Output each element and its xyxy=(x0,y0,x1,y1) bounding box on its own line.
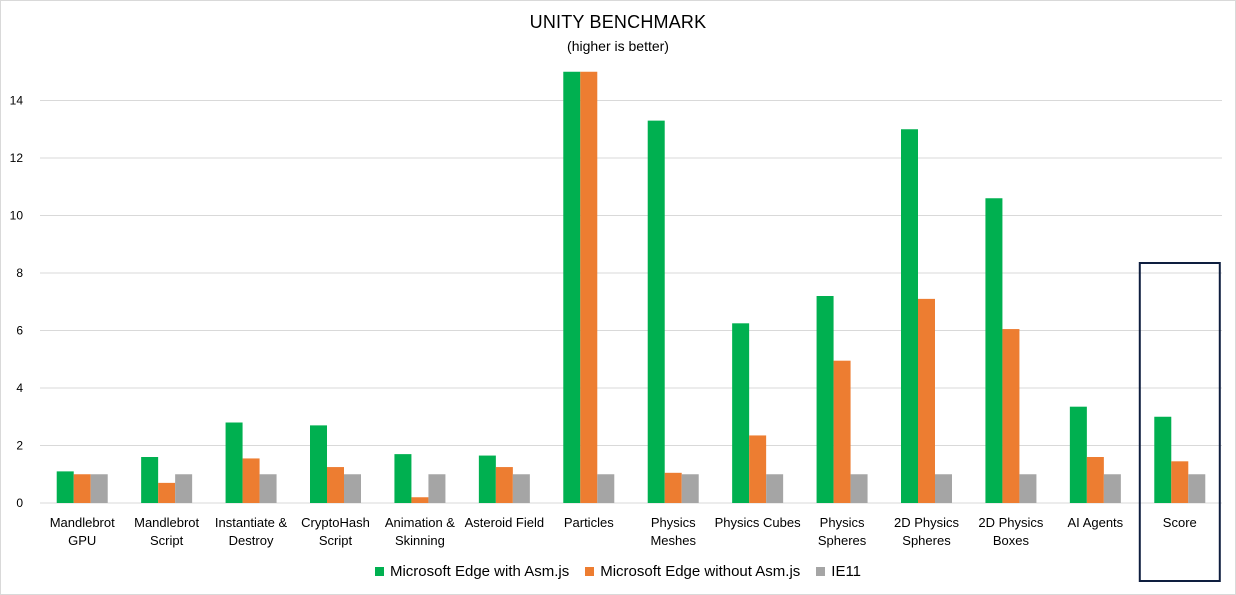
legend-label: Microsoft Edge with Asm.js xyxy=(389,563,570,580)
bar-ie11 xyxy=(512,474,530,503)
y-tick-label: 0 xyxy=(16,496,23,510)
bar-ie11 xyxy=(259,474,277,503)
y-tick-label: 12 xyxy=(10,151,24,165)
bar-edge-asmjs xyxy=(478,455,496,503)
bar-ie11 xyxy=(597,474,615,503)
legend-swatch xyxy=(374,567,384,576)
gridlines xyxy=(40,100,1222,504)
bar-edge-no-asmjs xyxy=(1171,461,1189,503)
legend-item: IE11 xyxy=(816,563,861,580)
bar-edge-no-asmjs xyxy=(833,360,851,503)
bar-edge-no-asmjs xyxy=(918,298,935,503)
legend-item: Microsoft Edge without Asm.js xyxy=(585,563,800,580)
legend-label: Microsoft Edge without Asm.js xyxy=(600,563,801,580)
x-tick-label: Physics Cubes xyxy=(715,515,801,530)
chart-subtitle: (higher is better) xyxy=(567,38,669,54)
x-tick-label: Mandlebrot GPU xyxy=(50,515,115,548)
bar-edge-no-asmjs xyxy=(158,482,176,503)
bar-ie11 xyxy=(935,474,952,503)
bar-ie11 xyxy=(850,474,868,503)
bar-edge-no-asmjs xyxy=(73,474,91,503)
x-tick-label: Mandlebrot Script xyxy=(134,515,199,548)
bar-edge-asmjs xyxy=(141,457,159,503)
x-tick-label: AI Agents xyxy=(1068,515,1124,530)
y-axis: 0 2 4 6 8 10 12 14 xyxy=(10,94,24,511)
bar-ie11 xyxy=(1188,474,1206,503)
legend: Microsoft Edge with Asm.js Microsoft Edge… xyxy=(0,563,1236,580)
x-tick-label: Particles xyxy=(564,515,614,530)
bar-edge-asmjs xyxy=(901,129,918,503)
bar-edge-no-asmjs xyxy=(749,435,767,503)
x-tick-label: 2D Physics Boxes xyxy=(978,515,1044,548)
x-tick-label: Physics Meshes xyxy=(650,515,696,548)
bar-edge-asmjs xyxy=(56,471,74,503)
y-tick-label: 6 xyxy=(16,324,23,338)
bar-edge-asmjs xyxy=(563,71,581,503)
bar-edge-no-asmjs xyxy=(242,458,260,503)
x-tick-label: 2D Physics Spheres xyxy=(894,515,960,548)
bar-edge-asmjs xyxy=(225,422,243,503)
x-tick-label: CryptoHash Script xyxy=(301,515,370,548)
legend-label: IE11 xyxy=(831,563,862,580)
bar-edge-no-asmjs xyxy=(1002,329,1020,503)
bar-edge-no-asmjs xyxy=(664,472,682,503)
x-tick-label: Asteroid Field xyxy=(465,515,544,530)
x-tick-label: Instantiate & Destroy xyxy=(215,515,288,548)
bars xyxy=(56,71,1206,503)
bar-ie11 xyxy=(1103,474,1121,503)
bar-edge-asmjs xyxy=(394,454,412,503)
bar-edge-asmjs xyxy=(310,425,327,503)
bar-edge-no-asmjs xyxy=(1086,457,1104,503)
y-tick-label: 14 xyxy=(10,94,24,108)
legend-swatch xyxy=(585,567,595,576)
y-tick-label: 4 xyxy=(16,381,23,395)
chart-title: UNITY BENCHMARK xyxy=(529,12,707,32)
x-tick-label: Score xyxy=(1163,515,1197,530)
bar-ie11 xyxy=(1019,474,1037,503)
score-highlight-box xyxy=(1138,262,1221,582)
legend-item: Microsoft Edge with Asm.js xyxy=(374,563,570,580)
bar-ie11 xyxy=(681,474,699,503)
x-tick-label: Physics Spheres xyxy=(818,515,867,548)
bar-edge-asmjs xyxy=(816,296,834,503)
y-tick-label: 10 xyxy=(10,209,24,223)
y-tick-label: 8 xyxy=(16,266,23,280)
bar-edge-asmjs xyxy=(1069,406,1087,503)
bar-ie11 xyxy=(428,474,446,503)
bar-edge-no-asmjs xyxy=(327,467,344,503)
bar-edge-no-asmjs xyxy=(495,467,513,503)
x-tick-label: Animation & Skinning xyxy=(385,515,455,548)
x-axis: Mandlebrot GPU Mandlebrot Script Instantiate… xyxy=(50,515,1197,548)
y-tick-label: 2 xyxy=(16,439,23,453)
bar-edge-asmjs xyxy=(1154,416,1172,503)
bar-ie11 xyxy=(175,474,193,503)
bar-ie11 xyxy=(90,474,108,503)
chart-header: UNITY BENCHMARK (higher is better) xyxy=(0,12,1236,54)
legend-swatch xyxy=(816,567,826,576)
bar-edge-no-asmjs xyxy=(411,497,429,503)
bar-edge-asmjs xyxy=(985,198,1003,503)
bar-edge-asmjs xyxy=(732,323,750,503)
score-highlight xyxy=(1138,262,1221,582)
bar-ie11 xyxy=(766,474,784,503)
bar-ie11 xyxy=(344,474,361,503)
bar-edge-no-asmjs xyxy=(580,71,598,503)
bar-edge-asmjs xyxy=(647,120,665,503)
